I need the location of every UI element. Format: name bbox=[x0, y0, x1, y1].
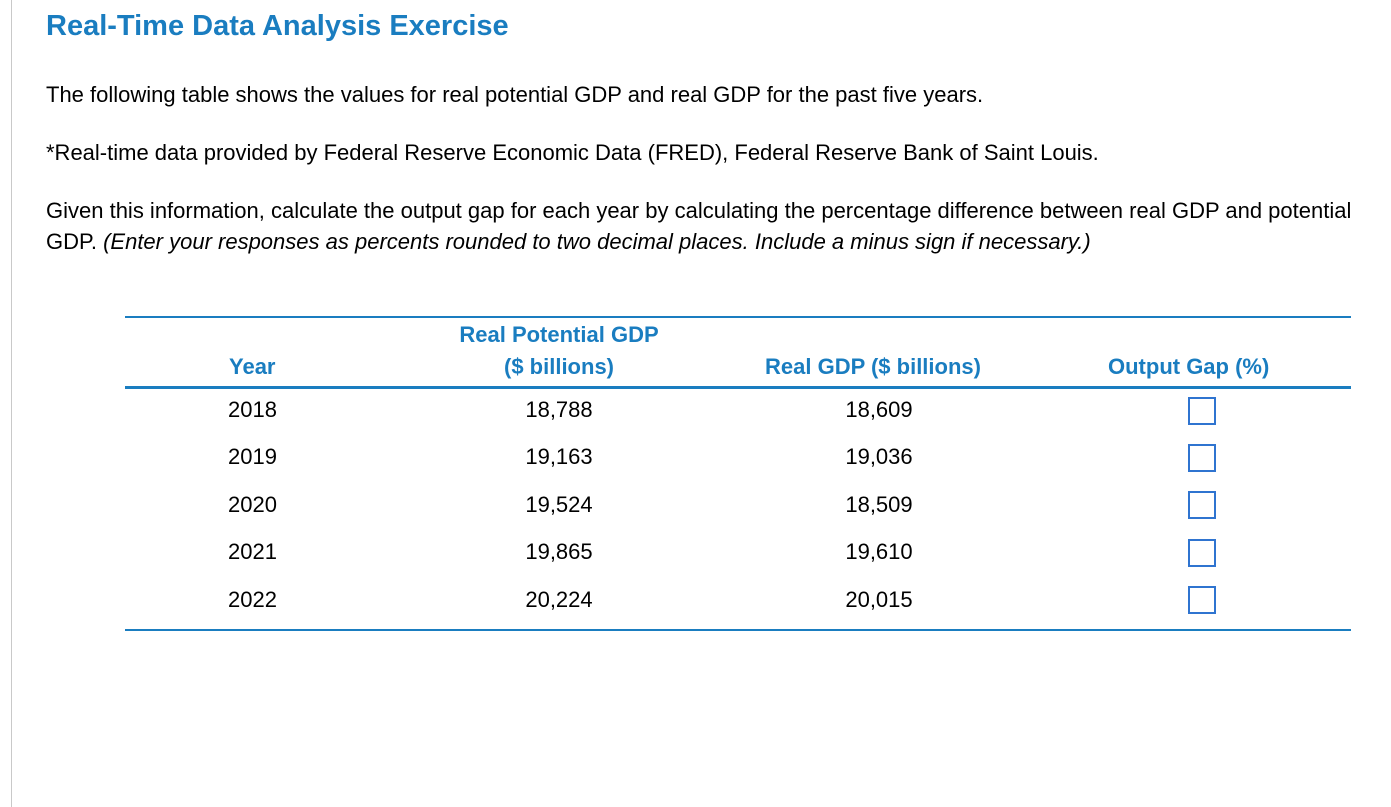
table-top-rule bbox=[125, 316, 1351, 318]
table-row: 2021 19,865 19,610 bbox=[125, 536, 1351, 584]
cell-year: 2021 bbox=[228, 539, 277, 564]
cell-real-gdp: 18,609 bbox=[845, 397, 913, 422]
cell-real-gdp: 19,036 bbox=[845, 444, 913, 469]
table-header-rule bbox=[125, 386, 1351, 389]
header-output-gap: Output Gap (%) bbox=[1108, 354, 1270, 379]
cell-potential-gdp: 19,163 bbox=[525, 444, 593, 469]
cell-potential-gdp: 18,788 bbox=[525, 397, 593, 422]
table-row: 2020 19,524 18,509 bbox=[125, 489, 1351, 537]
output-gap-input-2022[interactable] bbox=[1188, 586, 1216, 614]
table-row: 2018 18,788 18,609 bbox=[125, 394, 1351, 442]
source-note: *Real-time data provided by Federal Rese… bbox=[46, 140, 1099, 165]
instruction-italic: (Enter your responses as percents rounde… bbox=[103, 229, 1091, 254]
table-row: 2022 20,224 20,015 bbox=[125, 584, 1351, 632]
cell-year: 2018 bbox=[228, 397, 277, 422]
output-gap-input-2020[interactable] bbox=[1188, 491, 1216, 519]
header-year: Year bbox=[229, 354, 276, 379]
header-potential-line1: Real Potential GDP bbox=[459, 322, 659, 347]
instruction-text: Given this information, calculate the ou… bbox=[46, 195, 1381, 257]
header-real-gdp: Real GDP ($ billions) bbox=[765, 354, 981, 379]
page-title: Real-Time Data Analysis Exercise bbox=[46, 10, 509, 42]
intro-text: The following table shows the values for… bbox=[46, 82, 984, 107]
left-border bbox=[11, 0, 12, 807]
cell-year: 2019 bbox=[228, 444, 277, 469]
cell-year: 2020 bbox=[228, 492, 277, 517]
gdp-table: Year Real Potential GDP ($ billions) Rea… bbox=[125, 316, 1351, 632]
cell-potential-gdp: 19,524 bbox=[525, 492, 593, 517]
output-gap-input-2018[interactable] bbox=[1188, 397, 1216, 425]
table-bottom-rule bbox=[125, 629, 1351, 631]
cell-real-gdp: 20,015 bbox=[845, 587, 913, 612]
header-potential-gdp: Real Potential GDP ($ billions) bbox=[415, 319, 703, 383]
cell-potential-gdp: 19,865 bbox=[525, 539, 593, 564]
output-gap-input-2021[interactable] bbox=[1188, 539, 1216, 567]
cell-real-gdp: 19,610 bbox=[845, 539, 913, 564]
cell-real-gdp: 18,509 bbox=[845, 492, 913, 517]
cell-potential-gdp: 20,224 bbox=[525, 587, 593, 612]
header-potential-line2: ($ billions) bbox=[504, 354, 614, 379]
instruction-main: Given this information, calculate the ou… bbox=[46, 198, 1352, 254]
cell-year: 2022 bbox=[228, 587, 277, 612]
output-gap-input-2019[interactable] bbox=[1188, 444, 1216, 472]
table-row: 2019 19,163 19,036 bbox=[125, 441, 1351, 489]
